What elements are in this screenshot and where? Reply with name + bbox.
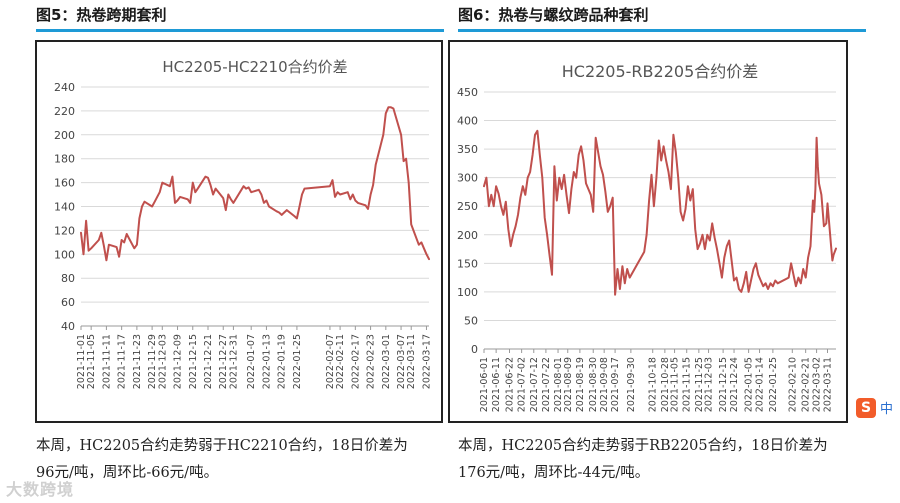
x-tick-label: 2021-11-11 — [101, 334, 112, 389]
x-tick-label: 2021-11-29 — [147, 334, 158, 389]
x-tick-label: 2022-02-07 — [325, 334, 336, 389]
ime-indicator-icon[interactable]: 中 — [880, 402, 894, 417]
chart-hc2205-rb2205: HC2205-RB2205合约价差 0 50 100 150 200 250 300 350 40… — [457, 62, 837, 412]
y-tick-label: 40 — [61, 320, 75, 333]
x-tick-label: 2022-03-02 — [812, 357, 823, 412]
y-tick-label: 400 — [457, 115, 478, 128]
x-tick-label: 2021-12-21 — [203, 334, 214, 389]
x-tick-label: 2022-01-13 — [261, 334, 272, 389]
y-tick-label: 200 — [54, 129, 75, 142]
x-tick-label: 2022-01-25 — [768, 357, 779, 412]
y-tick-label: 200 — [457, 229, 478, 242]
x-tick-label: 2021-12-31 — [228, 334, 239, 389]
x-tick-label: 2021-10-18 — [648, 357, 659, 412]
figure-6-title: 图6：热卷与螺纹跨品种套利 — [458, 6, 649, 24]
figure-5-caption-line1: 本周，HC2205合约走势弱于HC2210合约，18日价差为 — [36, 438, 408, 454]
y-tick-label: 100 — [54, 248, 75, 261]
x-tick-label: 2022-03-01 — [381, 334, 392, 389]
sogou-input-icon[interactable]: S — [856, 398, 876, 418]
series-line — [80, 106, 430, 262]
x-tick-label: 2021-08-30 — [588, 357, 599, 412]
watermark: 大数跨境 — [6, 480, 75, 499]
figure-6-caption-line1: 本周，HC2205合约走势弱于RB2205合约，18日价差为 — [458, 438, 828, 454]
x-tick-label: 2021-10-28 — [660, 357, 671, 412]
series-line — [483, 129, 837, 296]
y-tick-label: 450 — [457, 86, 478, 99]
x-tick-label: 2021-12-03 — [157, 334, 168, 389]
y-tick-label: 150 — [457, 257, 478, 270]
x-tick-label: 2021-06-01 — [479, 357, 490, 412]
y-tick-label: 220 — [54, 105, 75, 118]
figure-6-rule — [458, 29, 866, 32]
y-tick-label: 0 — [471, 343, 478, 356]
figure-5-rule — [36, 29, 444, 32]
y-tick-label: 50 — [464, 314, 478, 327]
chart-panel-left: HC2205-HC2210合约价差 40 60 80 100 120 140 160 180 20… — [35, 40, 443, 423]
x-tick-label: 2021-12-27 — [218, 334, 229, 389]
figure-5-caption-line2: 96元/吨，周环比-66元/吨。 — [36, 465, 219, 481]
x-tick-label: 2021-07-12 — [529, 357, 540, 412]
x-tick-label: 2022-01-14 — [755, 357, 766, 412]
x-tick-label: 2022-02-23 — [366, 334, 377, 389]
x-tick-label: 2021-12-09 — [173, 334, 184, 389]
x-tick-label: 2022-01-05 — [744, 357, 755, 412]
x-tick-label: 2021-09-08 — [599, 357, 610, 412]
x-tick-label: 2021-12-24 — [729, 357, 740, 412]
x-tick-label: 2022-02-21 — [801, 357, 812, 412]
x-tick-label: 2021-07-02 — [517, 357, 528, 412]
x-tick-label: 2022-03-17 — [421, 334, 432, 389]
x-tick-label: 2021-06-11 — [491, 357, 502, 412]
figure-6-caption-line2: 176元/吨，周环比-44元/吨。 — [458, 465, 650, 481]
figure-6-caption: 本周，HC2205合约走势弱于RB2205合约，18日价差为 176元/吨，周环… — [458, 433, 878, 487]
x-tick-label: 2021-12-03 — [704, 357, 715, 412]
x-tick-label: 2021-11-17 — [117, 334, 128, 389]
figure-5-caption: 本周，HC2205合约走势弱于HC2210合约，18日价差为 96元/吨，周环比… — [36, 433, 446, 487]
y-tick-label: 160 — [54, 177, 75, 190]
chart-title: HC2205-RB2205合约价差 — [562, 62, 759, 81]
x-tick-label: 2021-11-23 — [132, 334, 143, 389]
y-tick-label: 80 — [61, 272, 75, 285]
x-tick-label: 2022-01-07 — [246, 334, 257, 389]
x-tick-label: 2021-08-01 — [553, 357, 564, 412]
x-tick-label: 2021-11-15 — [682, 357, 693, 412]
x-tick-label: 2022-03-11 — [823, 357, 834, 412]
chart-panel-right: HC2205-RB2205合约价差 0 50 100 150 200 250 300 350 40… — [448, 40, 848, 423]
y-tick-label: 140 — [54, 201, 75, 214]
x-tick-label: 2021-09-30 — [626, 357, 637, 412]
x-tick-label: 2021-11-05 — [670, 357, 681, 412]
x-tick-label: 2021-07-22 — [541, 357, 552, 412]
x-tick-label: 2022-03-11 — [406, 334, 417, 389]
x-tick-label: 2021-06-22 — [504, 357, 515, 412]
y-tick-label: 240 — [54, 81, 75, 94]
chart-hc2205-hc2210: HC2205-HC2210合约价差 40 60 80 100 120 140 160 180 20… — [54, 58, 432, 389]
chart-title: HC2205-HC2210合约价差 — [162, 58, 347, 76]
x-tick-label: 2021-12-15 — [188, 334, 199, 389]
y-tick-label: 100 — [457, 286, 478, 299]
x-tick-label: 2021-08-19 — [575, 357, 586, 412]
x-tick-label: 2022-02-17 — [350, 334, 361, 389]
figure-5-title: 图5：热卷跨期套利 — [36, 6, 167, 24]
y-tick-label: 350 — [457, 143, 478, 156]
y-tick-label: 180 — [54, 153, 75, 166]
x-tick-label: 2021-12-15 — [718, 357, 729, 412]
x-tick-label: 2022-01-19 — [277, 334, 288, 389]
y-tick-label: 120 — [54, 224, 75, 237]
y-tick-label: 300 — [457, 172, 478, 185]
x-tick-label: 2021-11-25 — [694, 357, 705, 412]
y-tick-label: 60 — [61, 296, 75, 309]
x-tick-label: 2021-11-01 — [76, 334, 87, 389]
x-tick-label: 2021-08-09 — [563, 357, 574, 412]
x-tick-label: 2022-02-11 — [335, 334, 346, 389]
x-tick-label: 2021-11-05 — [86, 334, 97, 389]
x-tick-label: 2022-01-25 — [292, 334, 303, 389]
x-tick-label: 2022-03-07 — [396, 334, 407, 389]
x-tick-label: 2022-02-10 — [787, 357, 798, 412]
y-tick-label: 250 — [457, 200, 478, 213]
x-tick-label: 2021-09-17 — [610, 357, 621, 412]
